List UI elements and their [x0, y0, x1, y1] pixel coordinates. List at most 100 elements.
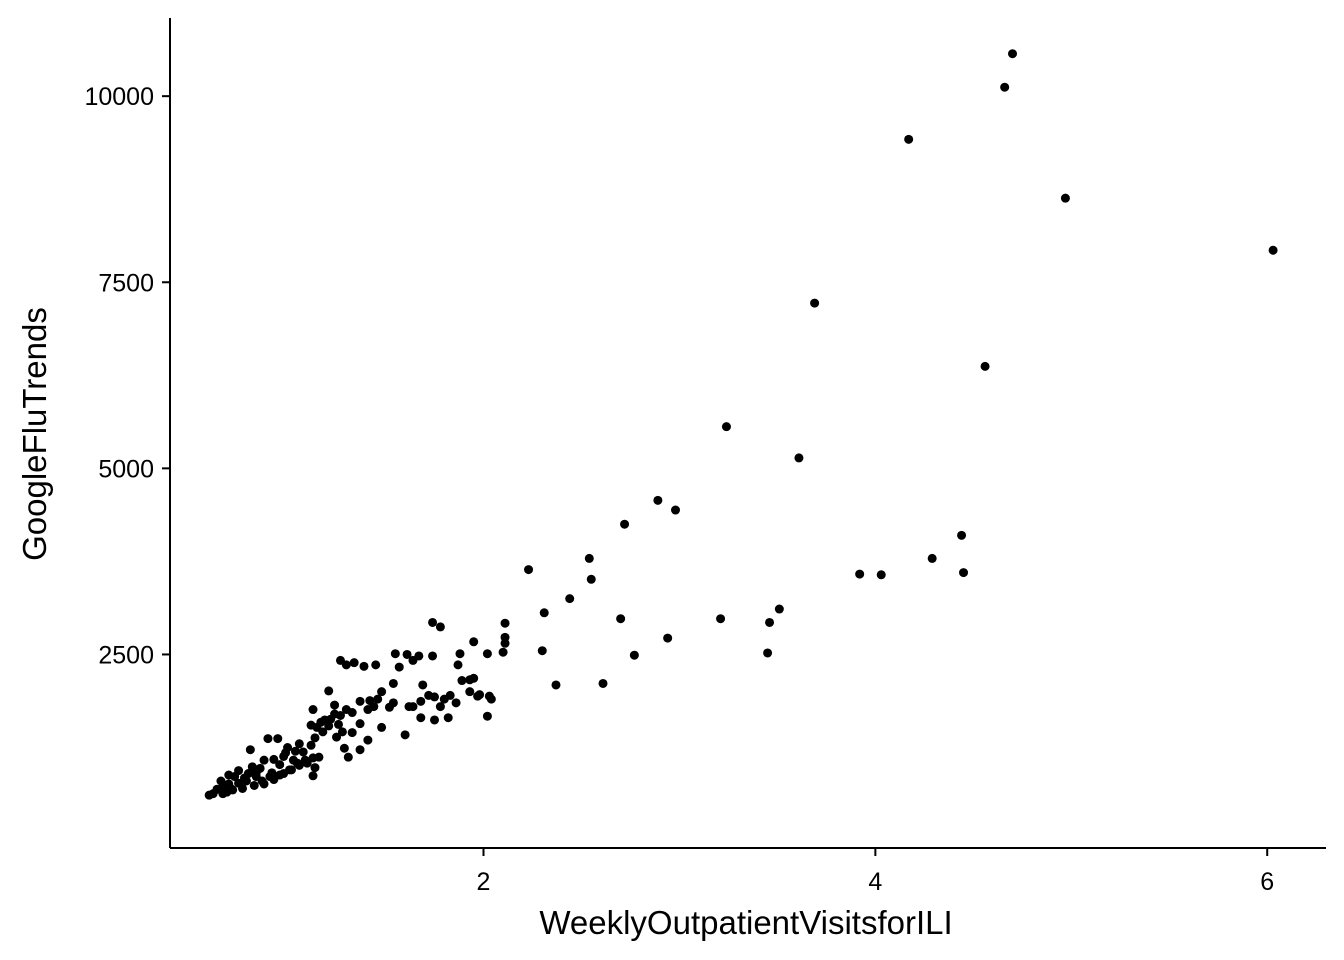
data-point	[394, 662, 404, 672]
data-point	[241, 776, 251, 786]
data-point	[428, 651, 438, 661]
data-point	[292, 758, 302, 768]
data-point	[904, 134, 914, 144]
y-axis-title: GoogleFluTrends	[16, 307, 53, 561]
data-point	[279, 769, 289, 779]
data-point	[416, 713, 426, 723]
data-point	[204, 790, 214, 800]
data-point	[473, 691, 483, 701]
data-point	[469, 637, 479, 647]
data-point	[224, 770, 234, 780]
data-point	[247, 762, 257, 772]
data-point	[435, 702, 445, 712]
data-point	[451, 698, 461, 708]
data-point	[500, 638, 510, 648]
data-point	[275, 760, 285, 770]
data-point	[428, 617, 438, 627]
data-point	[306, 740, 316, 750]
data-point	[598, 678, 608, 688]
data-point	[430, 715, 440, 725]
data-point	[486, 694, 496, 704]
data-point	[620, 519, 630, 529]
data-point	[347, 728, 357, 738]
data-point	[774, 604, 784, 614]
data-point	[439, 694, 449, 704]
data-point	[310, 733, 320, 743]
data-point	[384, 702, 394, 712]
data-point	[363, 705, 373, 715]
data-point	[355, 696, 365, 706]
data-point	[408, 655, 418, 665]
data-point	[359, 661, 369, 671]
data-point	[330, 700, 340, 710]
data-point	[498, 647, 508, 657]
data-point	[586, 574, 596, 584]
data-point	[222, 787, 232, 797]
data-point	[263, 734, 273, 744]
data-point	[416, 696, 426, 706]
data-point	[259, 755, 269, 765]
data-point	[269, 754, 279, 764]
data-point	[337, 727, 347, 737]
data-point	[551, 680, 561, 690]
data-point	[500, 618, 510, 628]
data-point	[373, 694, 383, 704]
data-point	[377, 687, 387, 697]
data-point	[524, 565, 534, 575]
data-point	[584, 553, 594, 563]
data-point	[765, 617, 775, 627]
data-point	[365, 696, 375, 706]
data-point	[324, 721, 334, 731]
x-axis-ticks: 2 4 6	[477, 848, 1274, 896]
data-point	[763, 648, 773, 658]
data-points	[204, 49, 1278, 800]
data-point	[959, 568, 969, 578]
data-point	[465, 675, 475, 685]
data-point	[355, 745, 365, 755]
data-point	[332, 732, 342, 742]
data-point	[565, 594, 575, 604]
data-point	[453, 660, 463, 670]
data-point	[341, 705, 351, 715]
data-point	[339, 743, 349, 753]
data-point	[269, 775, 279, 785]
data-point	[1268, 245, 1278, 255]
x-tick-label: 4	[868, 868, 882, 896]
y-axis-ticks: 2500 5000 7500 10000	[84, 83, 170, 669]
y-tick-label: 10000	[84, 83, 154, 111]
data-point	[855, 569, 865, 579]
data-point	[1008, 49, 1018, 59]
data-point	[957, 530, 967, 540]
data-point	[794, 453, 804, 463]
data-point	[671, 505, 681, 515]
data-point	[653, 495, 663, 505]
data-point	[355, 719, 365, 729]
data-point	[388, 678, 398, 688]
data-point	[876, 570, 886, 580]
data-point	[418, 680, 428, 690]
data-point	[234, 778, 244, 788]
data-point	[616, 614, 626, 624]
data-point	[539, 608, 549, 618]
data-point	[629, 650, 639, 660]
data-point	[457, 676, 467, 686]
data-point	[443, 713, 453, 723]
data-point	[371, 660, 381, 670]
data-point	[663, 633, 673, 643]
data-point	[721, 422, 731, 432]
x-tick-label: 2	[477, 868, 491, 896]
data-point	[390, 649, 400, 659]
data-point	[324, 686, 334, 696]
data-point	[404, 702, 414, 712]
data-point	[249, 780, 259, 790]
data-point	[298, 747, 308, 757]
data-point	[314, 752, 324, 762]
data-point	[334, 719, 344, 729]
y-tick-label: 2500	[98, 641, 154, 669]
data-point	[343, 752, 353, 762]
data-point	[245, 745, 255, 755]
data-point	[400, 730, 410, 740]
data-point	[308, 771, 318, 781]
data-point	[810, 298, 820, 308]
